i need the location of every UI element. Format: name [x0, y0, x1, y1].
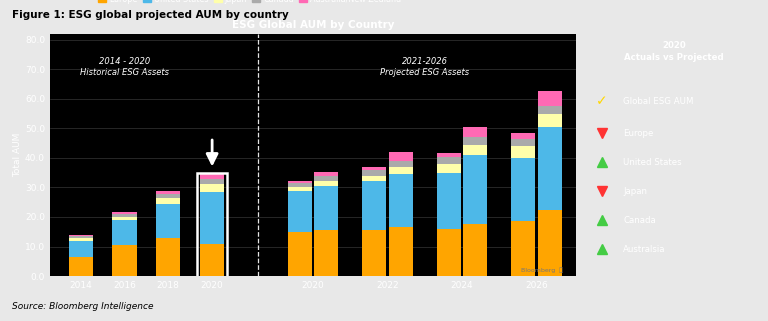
Bar: [463, 137, 487, 144]
Text: 2020
Actuals vs Projected: 2020 Actuals vs Projected: [624, 41, 723, 62]
Y-axis label: Total AUM: Total AUM: [13, 133, 22, 177]
Bar: [68, 257, 93, 276]
Bar: [314, 186, 338, 230]
Bar: [511, 146, 535, 158]
Bar: [156, 238, 180, 276]
Text: Global ESG AUM: Global ESG AUM: [624, 97, 694, 106]
Legend: Europe, United States, Japan, Canada, Australia/New Zealand: Europe, United States, Japan, Canada, Au…: [95, 0, 405, 7]
Bar: [538, 106, 561, 114]
Bar: [362, 181, 386, 230]
Bar: [68, 235, 93, 236]
Bar: [511, 139, 535, 146]
Bar: [112, 212, 137, 214]
Bar: [538, 210, 561, 276]
Bar: [200, 174, 224, 179]
Bar: [200, 185, 224, 192]
Text: Bloomberg  ⓘ: Bloomberg ⓘ: [521, 267, 563, 273]
Bar: [112, 220, 137, 245]
Bar: [437, 157, 461, 164]
Title: ESG Global AUM by Country: ESG Global AUM by Country: [232, 20, 394, 30]
Bar: [156, 194, 180, 198]
Bar: [288, 183, 312, 187]
Text: Source: Bloomberg Intelligence: Source: Bloomberg Intelligence: [12, 302, 153, 311]
Bar: [156, 198, 180, 204]
Bar: [389, 167, 412, 174]
Text: Figure 1: ESG global projected AUM by country: Figure 1: ESG global projected AUM by co…: [12, 10, 288, 20]
Bar: [68, 236, 93, 238]
Bar: [288, 232, 312, 276]
Bar: [463, 127, 487, 137]
Bar: [68, 238, 93, 241]
Bar: [362, 230, 386, 276]
Bar: [112, 217, 137, 220]
Bar: [389, 227, 412, 276]
Bar: [288, 181, 312, 183]
Text: 2021-2026
Projected ESG Assets: 2021-2026 Projected ESG Assets: [380, 57, 469, 77]
Text: Europe: Europe: [624, 129, 654, 138]
Bar: [463, 144, 487, 155]
Text: 2014 - 2020
Historical ESG Assets: 2014 - 2020 Historical ESG Assets: [80, 57, 169, 77]
Text: Australsia: Australsia: [624, 245, 666, 254]
Bar: [389, 161, 412, 167]
Bar: [437, 153, 461, 157]
Bar: [288, 187, 312, 191]
Bar: [463, 224, 487, 276]
Bar: [288, 191, 312, 232]
Text: Canada: Canada: [624, 216, 656, 225]
Text: ✓: ✓: [596, 95, 607, 108]
Bar: [437, 173, 461, 229]
Bar: [314, 181, 338, 186]
Bar: [511, 133, 535, 139]
Bar: [389, 174, 412, 227]
Bar: [437, 229, 461, 276]
Text: United States: United States: [624, 158, 682, 167]
Bar: [200, 244, 224, 276]
Bar: [511, 158, 535, 221]
Bar: [511, 221, 535, 276]
Bar: [538, 127, 561, 210]
Bar: [200, 192, 224, 244]
Bar: [314, 230, 338, 276]
Bar: [538, 114, 561, 127]
Bar: [314, 172, 338, 176]
Bar: [362, 170, 386, 176]
Bar: [112, 245, 137, 276]
Bar: [200, 179, 224, 185]
Bar: [197, 173, 227, 277]
Bar: [156, 204, 180, 238]
Bar: [156, 191, 180, 194]
Bar: [362, 176, 386, 181]
Bar: [463, 155, 487, 224]
Bar: [112, 214, 137, 217]
Text: Japan: Japan: [624, 187, 647, 196]
Bar: [362, 167, 386, 170]
Bar: [314, 176, 338, 181]
Bar: [538, 91, 561, 106]
Bar: [68, 241, 93, 257]
Bar: [389, 152, 412, 161]
Bar: [437, 164, 461, 173]
